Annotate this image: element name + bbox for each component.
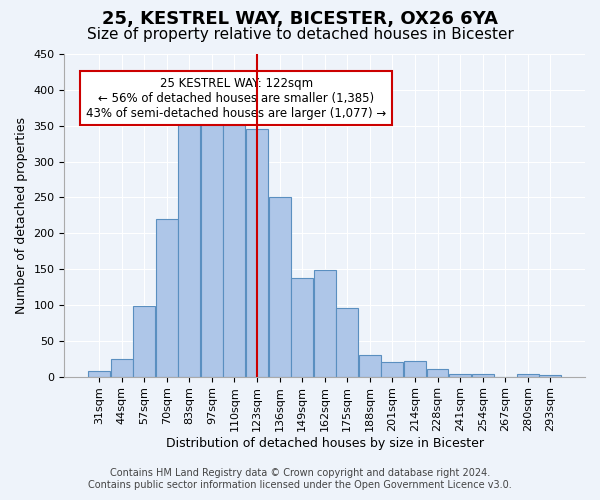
Bar bbox=[291, 278, 313, 376]
Bar bbox=[337, 308, 358, 376]
Bar bbox=[427, 370, 448, 376]
X-axis label: Distribution of detached houses by size in Bicester: Distribution of detached houses by size … bbox=[166, 437, 484, 450]
Bar bbox=[314, 270, 335, 376]
Bar bbox=[449, 374, 471, 376]
Bar bbox=[269, 198, 290, 376]
Bar bbox=[517, 374, 539, 376]
Bar bbox=[472, 374, 494, 376]
Y-axis label: Number of detached properties: Number of detached properties bbox=[15, 117, 28, 314]
Bar bbox=[246, 130, 268, 376]
Text: 25, KESTREL WAY, BICESTER, OX26 6YA: 25, KESTREL WAY, BICESTER, OX26 6YA bbox=[102, 10, 498, 28]
Bar bbox=[178, 118, 200, 376]
Bar bbox=[223, 120, 245, 376]
Text: 25 KESTREL WAY: 122sqm
← 56% of detached houses are smaller (1,385)
43% of semi-: 25 KESTREL WAY: 122sqm ← 56% of detached… bbox=[86, 76, 386, 120]
Bar bbox=[88, 371, 110, 376]
Bar bbox=[133, 306, 155, 376]
Bar bbox=[539, 375, 562, 376]
Bar bbox=[201, 115, 223, 376]
Bar bbox=[382, 362, 403, 376]
Text: Contains HM Land Registry data © Crown copyright and database right 2024.
Contai: Contains HM Land Registry data © Crown c… bbox=[88, 468, 512, 490]
Text: Size of property relative to detached houses in Bicester: Size of property relative to detached ho… bbox=[86, 28, 514, 42]
Bar bbox=[110, 358, 133, 376]
Bar bbox=[359, 355, 381, 376]
Bar bbox=[156, 219, 178, 376]
Bar bbox=[404, 361, 426, 376]
